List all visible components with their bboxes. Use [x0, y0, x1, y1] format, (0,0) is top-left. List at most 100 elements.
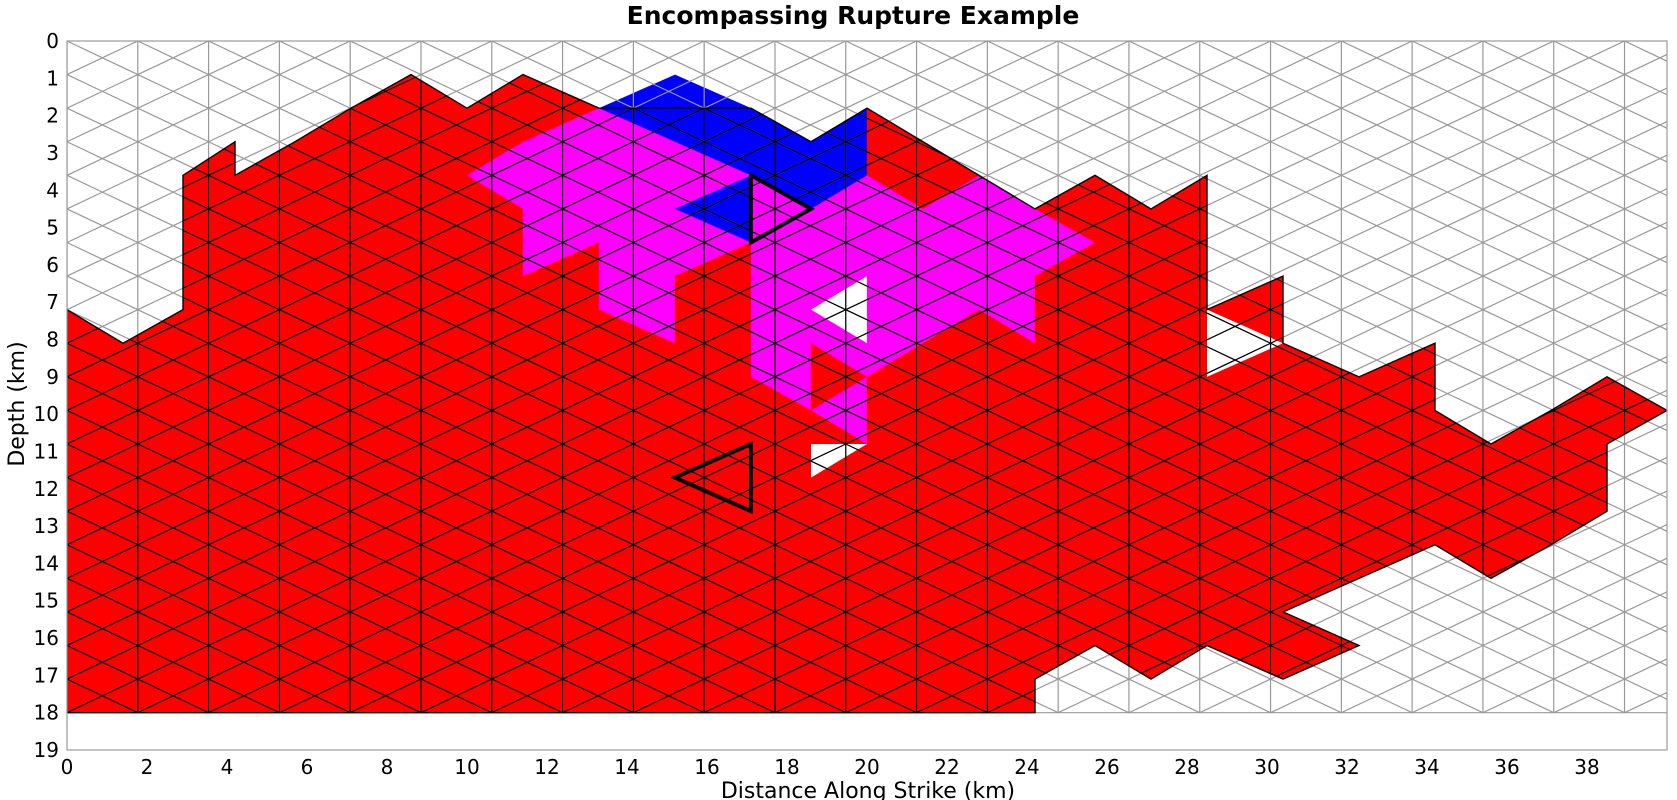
- mesh-diagonal: [1411, 191, 1484, 210]
- rupture-diagonal: [279, 258, 351, 277]
- rupture-diagonal: [1199, 594, 1271, 613]
- rupture-diagonal: [279, 661, 351, 680]
- rupture-diagonal: [137, 426, 209, 445]
- rupture-diagonal: [703, 292, 776, 311]
- x-axis-label: Distance Along Strike (km): [721, 779, 1015, 800]
- rupture-diagonal: [845, 157, 917, 176]
- rupture-diagonal: [1199, 493, 1271, 512]
- rupture-diagonal: [420, 594, 493, 613]
- mesh-diagonal: [137, 57, 209, 76]
- mesh-diagonal: [491, 57, 563, 76]
- y-tick-label: 0: [46, 29, 59, 53]
- rupture-diagonal: [774, 628, 847, 647]
- x-tick-label: 30: [1254, 755, 1279, 779]
- rupture-diagonal: [491, 325, 563, 344]
- rupture-diagonal: [562, 594, 634, 613]
- mesh-diagonal: [1411, 695, 1484, 714]
- rupture-diagonal: [703, 628, 776, 647]
- rupture-diagonal: [349, 560, 422, 579]
- rupture-diagonal: [845, 225, 917, 244]
- mesh-diagonal: [1624, 359, 1667, 378]
- mesh-diagonal: [1341, 661, 1413, 680]
- rupture-diagonal: [703, 359, 776, 378]
- rupture-diagonal: [633, 493, 705, 512]
- mesh-diagonal: [1553, 325, 1625, 344]
- rupture-diagonal: [987, 493, 1059, 512]
- mesh-diagonal: [1199, 258, 1271, 277]
- rupture-diagonal: [279, 560, 351, 579]
- mesh-diagonal: [1482, 191, 1554, 210]
- rupture-diagonal: [349, 426, 422, 445]
- chart-title: Encompassing Rupture Example: [627, 1, 1080, 30]
- mesh-diagonal: [1341, 191, 1413, 210]
- mesh-diagonal: [1482, 325, 1554, 344]
- rupture-diagonal: [1341, 426, 1413, 445]
- rupture-diagonal: [987, 392, 1059, 411]
- rupture-diagonal: [1057, 225, 1130, 244]
- x-tick-label: 4: [221, 755, 234, 779]
- mesh-diagonal: [1553, 292, 1625, 311]
- rupture-diagonal: [916, 695, 988, 713]
- rupture-diagonal: [67, 527, 139, 546]
- mesh-diagonal: [67, 57, 139, 76]
- rupture-diagonal: [1482, 527, 1554, 546]
- rupture-diagonal: [987, 527, 1059, 546]
- mesh-diagonal: [1411, 325, 1484, 344]
- rupture-diagonal: [208, 493, 280, 512]
- rupture-diagonal: [633, 325, 705, 344]
- mesh-diagonal: [1553, 225, 1625, 244]
- rupture-diagonal: [208, 661, 280, 680]
- rupture-diagonal: [279, 628, 351, 647]
- rupture-diagonal: [420, 628, 493, 647]
- rupture-diagonal: [987, 359, 1059, 378]
- rupture-diagonal: [279, 460, 351, 479]
- rupture-diagonal: [67, 661, 139, 680]
- rupture-diagonal: [633, 359, 705, 378]
- y-tick-label: 15: [34, 589, 59, 613]
- mesh-diagonal: [1553, 258, 1625, 277]
- rupture-diagonal: [420, 426, 493, 445]
- mesh-diagonal: [703, 90, 776, 109]
- rupture-diagonal: [987, 594, 1059, 613]
- rupture-diagonal: [137, 594, 209, 613]
- mesh-diagonal: [1270, 695, 1342, 714]
- rupture-diagonal: [1199, 527, 1271, 546]
- rupture-diagonal: [1270, 426, 1342, 445]
- mesh-diagonal: [1411, 661, 1484, 680]
- rupture-diagonal: [987, 292, 1059, 311]
- mesh-diagonal: [137, 90, 209, 109]
- rupture-diagonal: [774, 527, 847, 546]
- rupture-diagonal: [137, 695, 209, 713]
- mesh-diagonal: [916, 57, 988, 76]
- mesh-diagonal: [774, 57, 847, 76]
- rupture-diagonal: [633, 560, 705, 579]
- mesh-diagonal: [1411, 292, 1484, 311]
- rupture-diagonal: [1270, 560, 1342, 579]
- rupture-diagonal: [420, 493, 493, 512]
- rupture-diagonal: [633, 392, 705, 411]
- mesh-diagonal: [1411, 225, 1484, 244]
- mesh-diagonal: [1411, 124, 1484, 143]
- x-tick-label: 22: [934, 755, 959, 779]
- rupture-diagonal: [279, 527, 351, 546]
- rupture-diagonal: [137, 325, 209, 344]
- y-tick-label: 13: [34, 514, 59, 538]
- mesh-diagonal: [1482, 594, 1554, 613]
- rupture-diagonal: [562, 292, 634, 311]
- rupture-diagonal: [420, 258, 493, 277]
- rupture-diagonal: [137, 628, 209, 647]
- mesh-diagonal: [1128, 57, 1201, 76]
- rupture-diagonal: [703, 124, 776, 143]
- rupture-diagonal: [916, 594, 988, 613]
- rupture-diagonal: [208, 292, 280, 311]
- mesh-diagonal: [1553, 57, 1625, 76]
- rupture-diagonal: [703, 460, 776, 479]
- rupture-diagonal: [349, 460, 422, 479]
- rupture-diagonal: [491, 628, 563, 647]
- rupture-diagonal: [633, 258, 705, 277]
- mesh-diagonal: [1199, 225, 1271, 244]
- rupture-diagonal: [208, 225, 280, 244]
- rupture-diagonal: [208, 191, 280, 210]
- mesh-diagonal: [1553, 628, 1625, 647]
- rupture-diagonal: [916, 292, 988, 311]
